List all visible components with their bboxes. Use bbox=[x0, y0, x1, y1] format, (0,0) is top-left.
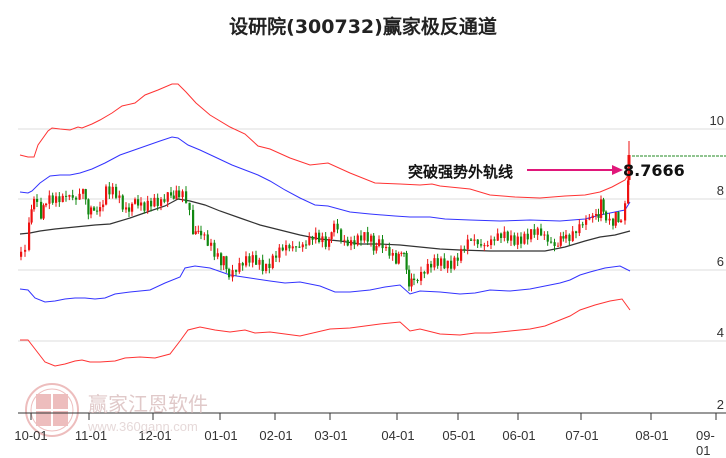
x-tick-label: 04-01 bbox=[381, 428, 415, 443]
middle-band bbox=[19, 198, 631, 252]
y-tick-label: 4 bbox=[716, 325, 724, 340]
watermark-seal-icon bbox=[25, 383, 79, 437]
x-tick-label: 09-01 bbox=[696, 428, 715, 458]
y-tick-label: 8 bbox=[716, 183, 724, 198]
x-axis bbox=[18, 412, 726, 420]
chart-title: 设研院(300732)赢家极反通道 bbox=[229, 16, 497, 38]
x-tick-label: 03-01 bbox=[314, 428, 348, 443]
annotation-arrow-icon bbox=[527, 165, 623, 175]
watermark-url: www.360gann.com bbox=[88, 419, 198, 434]
x-tick-label: 06-01 bbox=[502, 428, 536, 443]
y-tick-label: 2 bbox=[716, 397, 724, 412]
y-tick-label: 6 bbox=[716, 254, 724, 269]
grid-lines bbox=[18, 128, 726, 342]
x-tick-label: 08-01 bbox=[635, 428, 669, 443]
x-tick-label: 01-01 bbox=[204, 428, 238, 443]
watermark-text: 赢家江恩软件 bbox=[88, 392, 208, 416]
x-tick-label: 12-01 bbox=[138, 428, 172, 443]
candlestick-series bbox=[20, 141, 631, 292]
outer-lower-band bbox=[20, 298, 631, 367]
inner-upper-band bbox=[19, 136, 631, 222]
annotation-label: 突破强势外轨线 bbox=[408, 163, 514, 181]
outer-upper-band bbox=[19, 83, 631, 199]
x-tick-label: 05-01 bbox=[442, 428, 476, 443]
x-tick-label: 11-01 bbox=[74, 428, 108, 443]
x-tick-label: 10-01 bbox=[14, 428, 48, 443]
inner-lower-band bbox=[19, 265, 631, 303]
x-tick-label: 02-01 bbox=[259, 428, 293, 443]
annotation-value: 8.7666 bbox=[623, 161, 685, 180]
x-tick-label: 07-01 bbox=[565, 428, 599, 443]
y-tick-label: 10 bbox=[709, 113, 724, 128]
